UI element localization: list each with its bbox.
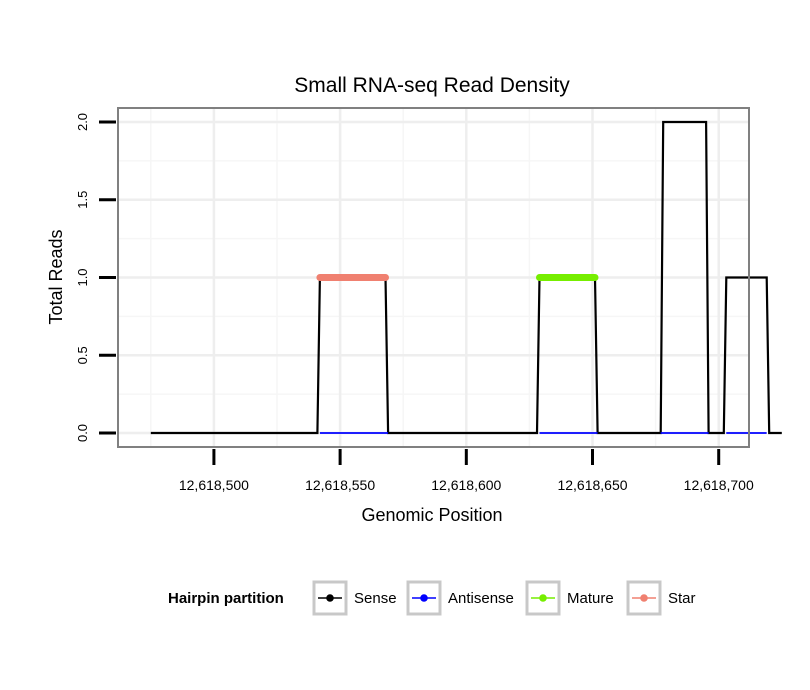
x-tick-label: 12,618,700	[684, 477, 754, 493]
y-tick-label: 0.0	[75, 424, 90, 442]
y-tick-label: 1.0	[75, 268, 90, 286]
legend: Hairpin partition Sense Antisense Mature St…	[168, 580, 696, 616]
y-tick-label: 0.5	[75, 346, 90, 364]
legend-title: Hairpin partition	[168, 590, 284, 607]
legend-label-sense: Sense	[354, 590, 397, 607]
x-tick-label: 12,618,500	[179, 477, 249, 493]
y-axis: 0.0 0.5 1.0 1.5 2.0	[75, 113, 116, 442]
legend-label-mature: Mature	[567, 590, 614, 607]
y-tick-label: 2.0	[75, 113, 90, 131]
chart-title: Small RNA-seq Read Density	[294, 74, 570, 97]
x-tick-label: 12,618,550	[305, 477, 375, 493]
legend-label-star: Star	[668, 590, 696, 607]
x-axis-label: Genomic Position	[361, 505, 502, 525]
legend-key-dot	[420, 594, 428, 602]
legend-key-dot	[640, 594, 648, 602]
legend-label-antisense: Antisense	[448, 590, 514, 607]
legend-key-dot	[539, 594, 547, 602]
y-tick-label: 1.5	[75, 191, 90, 209]
x-tick-label: 12,618,650	[557, 477, 627, 493]
y-axis-label: Total Reads	[46, 229, 66, 324]
series-group	[150, 120, 782, 435]
x-axis: 12,618,500 12,618,550 12,618,600 12,618,650…	[179, 449, 754, 493]
x-tick-label: 12,618,600	[431, 477, 501, 493]
legend-key-dot	[326, 594, 334, 602]
plot-panel-border	[117, 107, 750, 448]
